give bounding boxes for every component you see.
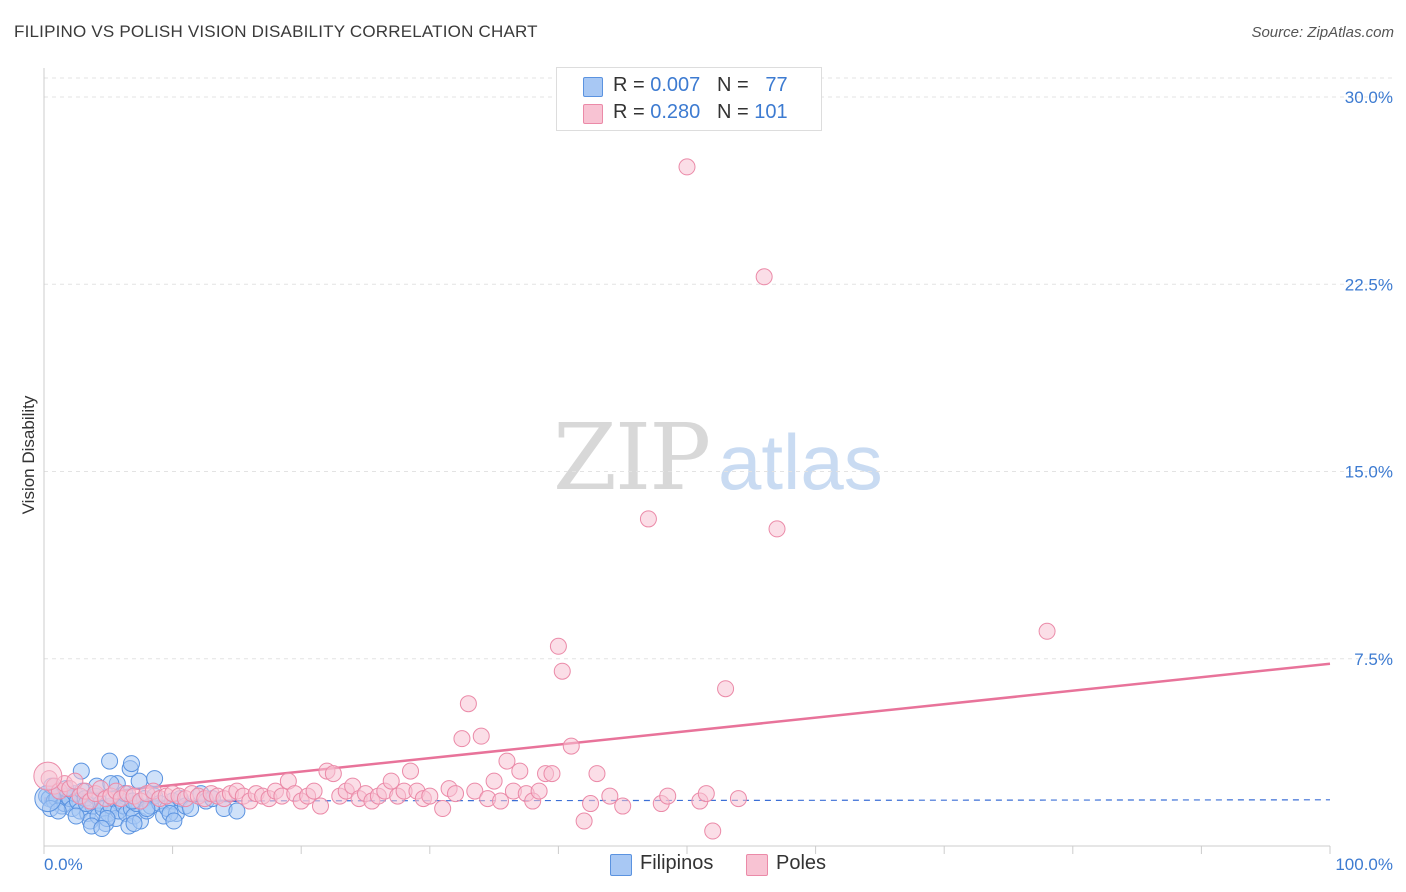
y-tick-label: 22.5%	[1345, 275, 1393, 294]
point-filipinos	[228, 802, 246, 820]
point-poles	[382, 772, 400, 790]
point-poles	[530, 782, 548, 800]
trend-line-poles	[43, 662, 1331, 800]
legend-n-value-poles: 101	[754, 101, 788, 123]
point-poles	[704, 822, 722, 840]
point-poles	[729, 790, 747, 808]
watermark-atlas: atlas	[718, 418, 883, 506]
legend-r-value-poles: 0.280	[650, 101, 701, 123]
point-poles	[459, 695, 477, 713]
grid-lines	[44, 77, 1392, 660]
point-poles	[582, 795, 600, 813]
point-poles	[549, 637, 567, 655]
point-poles	[553, 662, 571, 680]
point-poles	[472, 727, 490, 745]
point-poles	[614, 797, 632, 815]
series-poles	[33, 158, 1056, 840]
point-filipinos	[165, 812, 183, 830]
x-tick-label-max: 100.0%	[1335, 855, 1393, 874]
point-filipinos	[122, 755, 140, 773]
tick-labels: 7.5% 15.0% 22.5% 30.0% 0.0% 100.0%	[44, 88, 1393, 874]
point-poles	[66, 772, 84, 790]
point-poles	[562, 737, 580, 755]
legend-r-value-filipinos: 0.007	[650, 74, 701, 96]
point-poles	[717, 680, 735, 698]
bottom-legend-label-poles: Poles	[776, 852, 827, 874]
point-poles	[492, 792, 510, 810]
y-tick-label: 7.5%	[1354, 650, 1393, 669]
point-poles	[543, 765, 561, 783]
point-poles	[311, 797, 329, 815]
x-tick-label-min: 0.0%	[44, 855, 83, 874]
point-poles-large	[33, 761, 63, 791]
legend-r-label: R =	[613, 101, 645, 123]
chart-source: Source: ZipAtlas.com	[1251, 24, 1394, 41]
legend-n-value-filipinos: 77	[765, 74, 788, 96]
point-poles	[434, 800, 452, 818]
point-poles	[498, 752, 516, 770]
y-axis-label: Vision Disability	[19, 395, 38, 514]
legend-box: R = 0.007 N = 77 R = 0.280 N = 101	[556, 67, 822, 131]
point-poles	[639, 510, 657, 528]
point-filipinos	[67, 807, 85, 825]
point-filipinos	[125, 815, 143, 833]
point-poles	[678, 158, 696, 176]
point-poles	[588, 765, 606, 783]
point-poles	[601, 787, 619, 805]
bottom-legend-label-filipinos: Filipinos	[640, 852, 714, 874]
chart-title: FILIPINO VS POLISH VISION DISABILITY COR…	[14, 22, 538, 41]
legend-r-label: R =	[613, 74, 645, 96]
point-poles	[305, 782, 323, 800]
point-poles	[324, 765, 342, 783]
legend-swatch-poles	[583, 104, 603, 124]
point-poles	[421, 787, 439, 805]
point-filipinos	[93, 820, 111, 838]
point-poles	[402, 762, 420, 780]
point-poles	[697, 785, 715, 803]
legend-n-label: N =	[716, 74, 749, 96]
y-tick-label: 30.0%	[1345, 88, 1393, 107]
legend-n-label: N =	[716, 101, 749, 123]
bottom-legend-swatch-poles	[746, 854, 768, 876]
trend-lines	[43, 662, 1331, 803]
axes	[43, 68, 1331, 854]
point-poles	[1038, 622, 1056, 640]
point-filipinos	[101, 752, 119, 770]
y-tick-label: 15.0%	[1345, 463, 1393, 482]
point-poles	[453, 730, 471, 748]
bottom-legend-swatch-filipinos	[610, 854, 632, 876]
point-poles	[485, 772, 503, 790]
point-poles	[768, 520, 786, 538]
point-poles	[447, 785, 465, 803]
point-poles	[466, 782, 484, 800]
point-poles	[511, 762, 529, 780]
point-poles	[575, 812, 593, 830]
legend-swatch-filipinos	[583, 77, 603, 97]
point-poles	[755, 268, 773, 286]
watermark-zip: ZIP	[553, 404, 709, 511]
point-poles	[659, 787, 677, 805]
